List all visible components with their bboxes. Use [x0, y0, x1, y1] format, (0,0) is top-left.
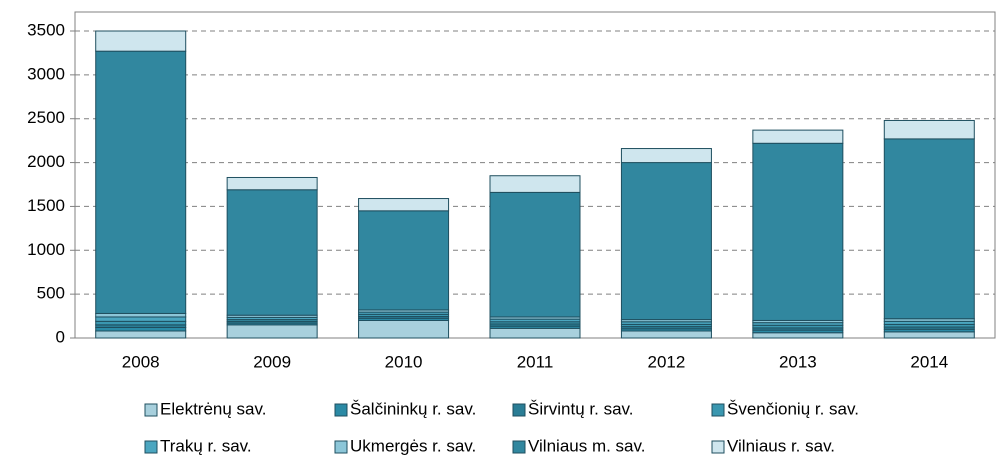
y-tick-label: 500: [37, 284, 65, 303]
bar-segment: [489, 191, 581, 318]
bar-segment: [226, 189, 318, 316]
x-tick-label: 2012: [648, 352, 686, 371]
legend-swatch: [144, 440, 158, 454]
y-tick-label: 3500: [27, 20, 65, 39]
bar-segment: [883, 119, 975, 140]
bar-segment: [620, 148, 712, 164]
bar-segment: [95, 316, 187, 322]
y-tick-label: 3000: [27, 64, 65, 83]
legend-swatch: [512, 440, 526, 454]
bar-segment: [358, 210, 450, 311]
bar-segment: [883, 138, 975, 320]
x-tick-label: 2009: [253, 352, 291, 371]
bar-segment: [752, 142, 844, 321]
bar-segment: [489, 327, 581, 339]
x-tick-label: 2013: [779, 352, 817, 371]
bar-segment: [620, 162, 712, 321]
legend-label: Trakų r. sav.: [160, 436, 252, 455]
legend-label: Širvintų r. sav.: [528, 399, 634, 418]
legend-label: Ukmergės r. sav.: [350, 436, 476, 455]
bar-segment: [358, 319, 450, 339]
bar-segment: [358, 198, 450, 212]
bar-segment: [95, 30, 187, 52]
y-tick-label: 1500: [27, 196, 65, 215]
y-tick-label: 0: [56, 327, 65, 346]
bar-segment: [226, 176, 318, 191]
y-tick-label: 1000: [27, 240, 65, 259]
y-tick-label: 2500: [27, 108, 65, 127]
y-tick-label: 2000: [27, 152, 65, 171]
legend-label: Vilniaus m. sav.: [528, 436, 645, 455]
x-tick-label: 2008: [122, 352, 160, 371]
bar-segment: [95, 326, 187, 332]
bar-segment: [752, 129, 844, 144]
bar-segment: [752, 332, 844, 339]
legend-swatch: [144, 403, 158, 417]
bar-segment: [883, 331, 975, 339]
legend-swatch: [334, 403, 348, 417]
x-tick-label: 2011: [517, 352, 554, 371]
bar-segment: [620, 330, 712, 339]
legend-label: Švenčionių r. sav.: [727, 399, 859, 418]
legend-swatch: [711, 403, 725, 417]
legend-swatch: [334, 440, 348, 454]
legend-label: Šalčininkų r. sav.: [350, 399, 476, 418]
legend-swatch: [711, 440, 725, 454]
legend-label: Vilniaus r. sav.: [727, 436, 835, 455]
bar-segment: [95, 50, 187, 314]
bar-segment: [95, 312, 187, 318]
legend-swatch: [512, 403, 526, 417]
legend-label: Elektrėnų sav.: [160, 399, 266, 418]
x-tick-label: 2010: [385, 352, 423, 371]
bar-segment: [95, 330, 187, 339]
bar-segment: [489, 175, 581, 193]
bar-segment: [95, 320, 187, 326]
bar-segment: [226, 324, 318, 339]
x-tick-label: 2014: [910, 352, 948, 371]
